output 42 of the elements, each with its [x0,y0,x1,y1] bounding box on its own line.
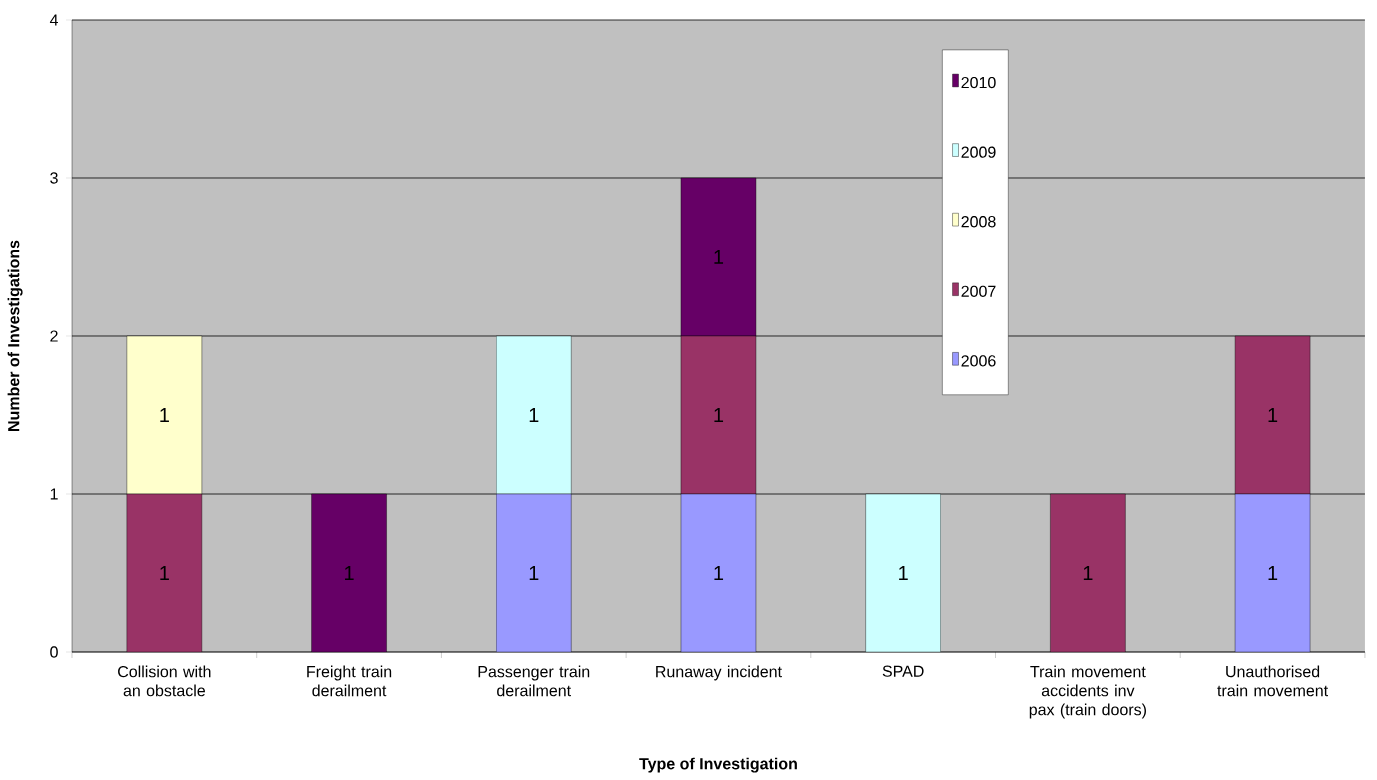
data-label: 1 [160,566,169,580]
x-tick-label: Unauthorised train movement [1217,665,1329,697]
legend-label: 2010 [961,76,996,89]
bar [311,494,387,652]
data-label: 1 [714,566,724,580]
x-axis-title: Type of Investigation [639,757,797,773]
bar [126,494,202,652]
bar [1234,493,1311,652]
bar [680,494,756,652]
data-label: 1 [529,566,539,580]
bar [1050,494,1126,652]
bar [496,335,572,495]
x-tick-label: Train movement accidents inv pax (train doors) [1029,665,1146,719]
legend-label: 2008 [961,216,996,228]
data-label: 1 [899,566,908,580]
bar [680,335,757,495]
y-axis-title: Number of Investigations [7,240,23,431]
data-label: 1 [345,566,354,580]
x-tick-label: Passenger train derailment [478,665,590,697]
data-label: 1 [1268,566,1278,580]
y-tick-label: 0 [50,646,58,658]
x-tick-label: SPAD [882,665,924,677]
data-label: 1 [529,408,539,422]
data-label: 1 [714,250,724,264]
legend-label: 2009 [961,146,996,158]
bar [1234,335,1311,495]
y-tick-label: 3 [50,172,58,184]
bar [496,494,572,652]
data-label: 1 [1268,408,1278,422]
x-tick-label: Runaway incident [656,665,782,681]
y-tick-label: 2 [50,330,58,342]
legend-label: 2007 [961,285,996,297]
legend-label: 2006 [961,355,996,367]
bar [680,177,757,337]
y-tick-label: 4 [49,14,59,26]
y-tick-label: 1 [50,488,58,500]
data-label: 1 [1083,566,1093,580]
data-label: 1 [714,408,724,422]
x-tick-label: Freight train derailment [307,665,392,697]
bar [865,493,941,652]
data-label: 1 [160,408,169,422]
x-tick-label: Collision with an obstacle [118,665,211,697]
